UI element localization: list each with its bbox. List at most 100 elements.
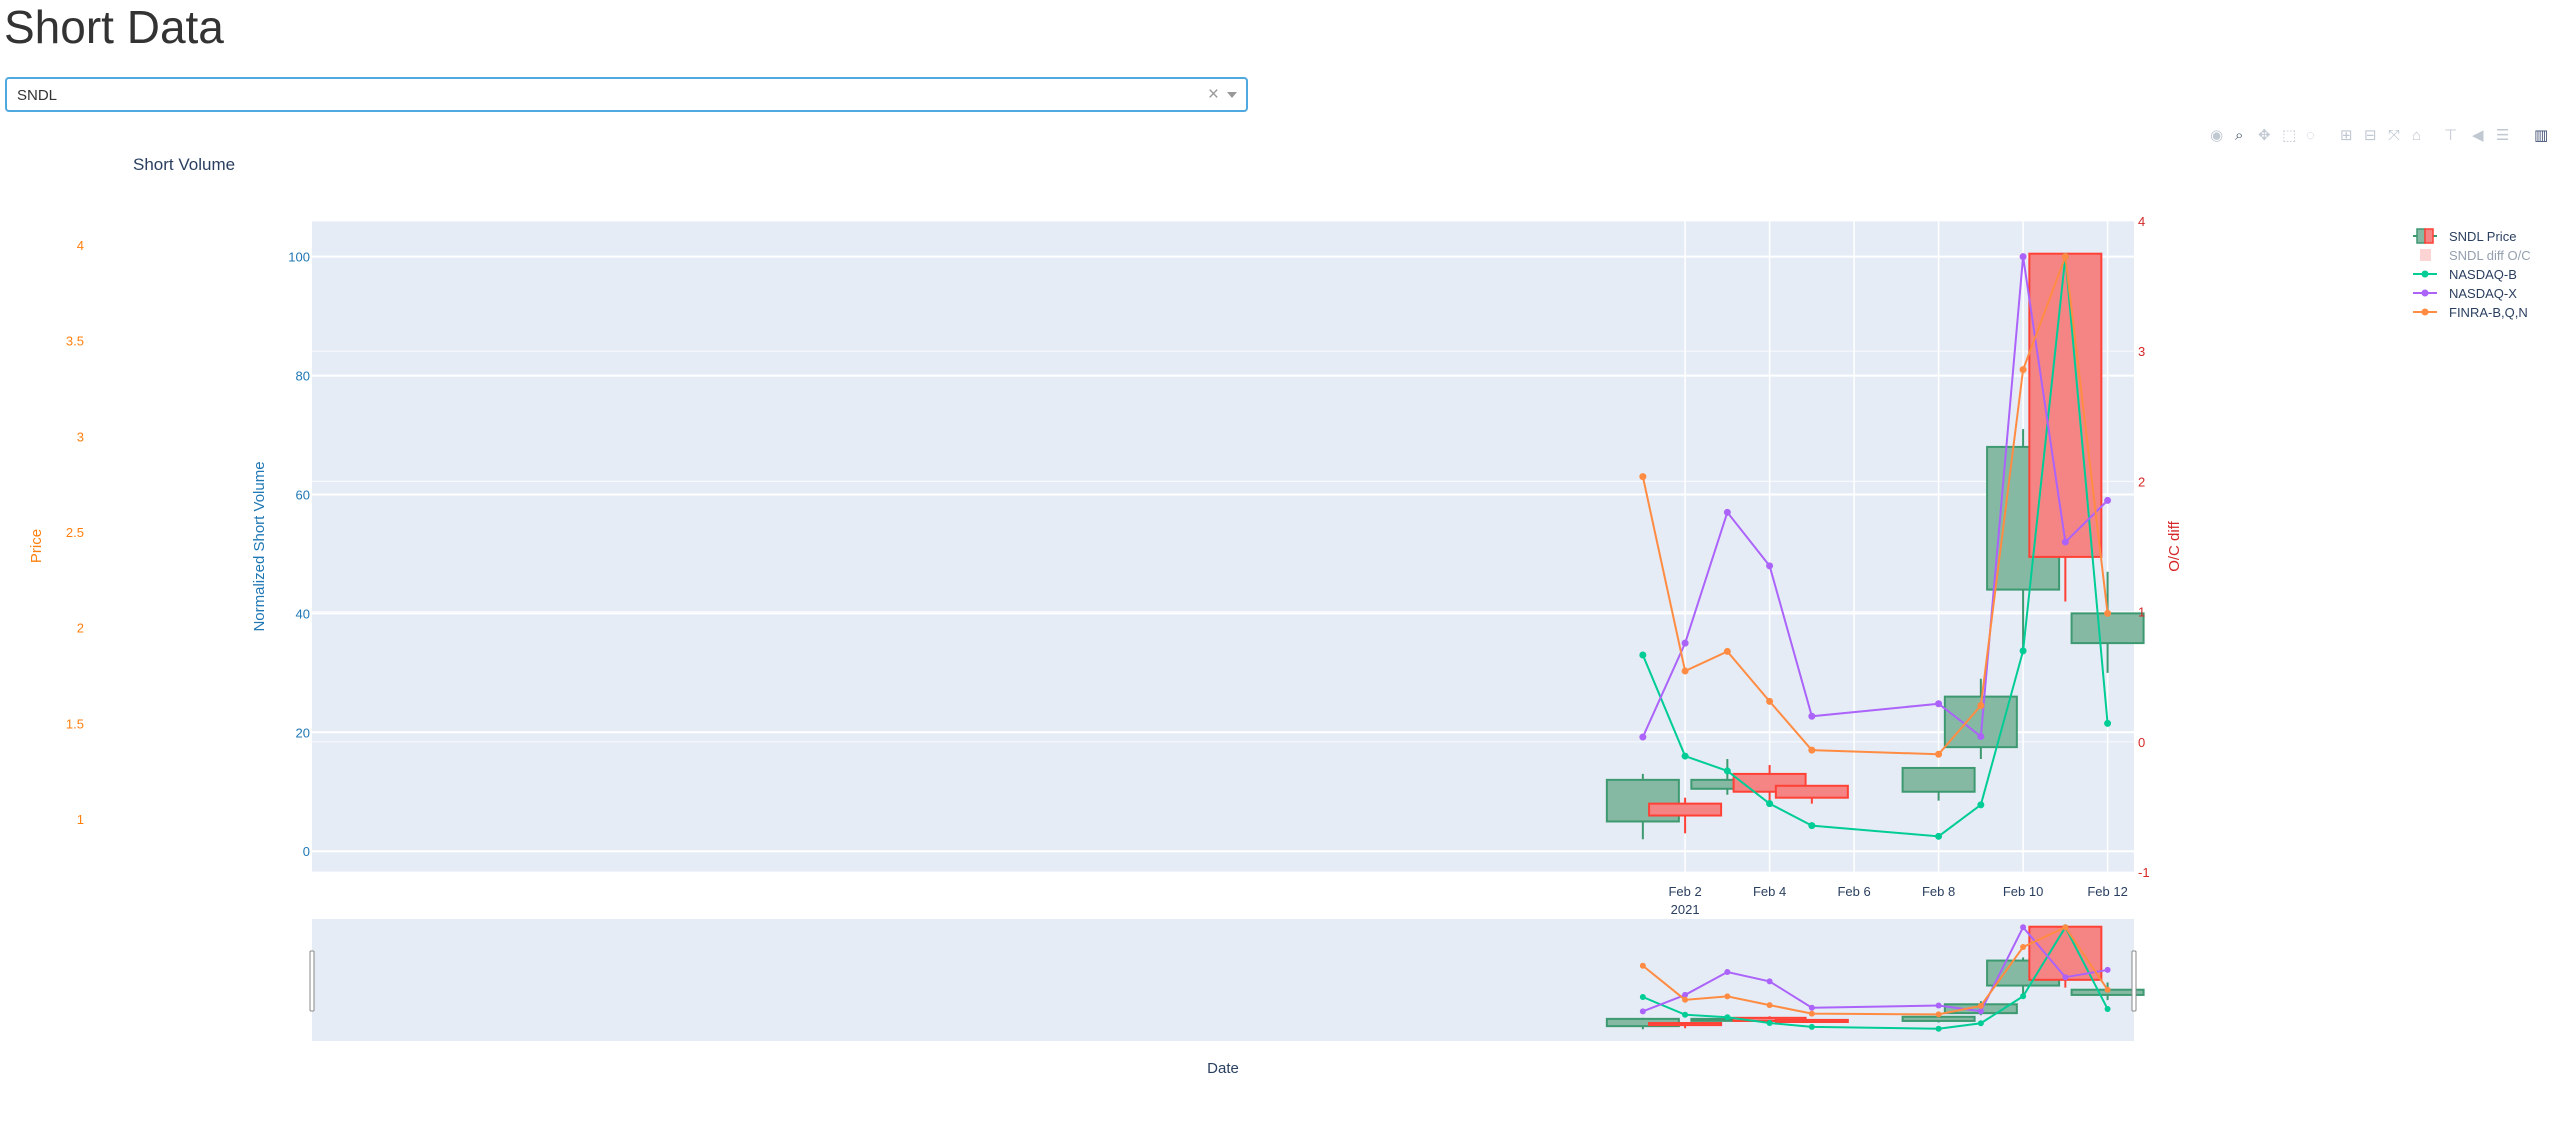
main-series-point [2104,719,2112,727]
main-series-point [1639,473,1647,481]
rangeslider-series-point [1935,1011,1942,1018]
legend-swatch-bar [2420,249,2431,261]
x-tick-label: Feb 8 [1922,884,1955,899]
oc-diff-tick-label: 1 [2138,605,2145,620]
main-series-point [1766,697,1774,705]
main-series-point [1723,647,1731,655]
sndl-price-candle [2028,252,2103,558]
pan-icon[interactable]: ✥ [2258,127,2271,144]
volume-tick-label: 20 [296,725,310,740]
legend-item[interactable]: SNDL Price [2413,228,2516,244]
price-tick-label: 3 [77,429,84,444]
price-tick-label: 2.5 [66,525,84,540]
legend-item[interactable]: SNDL diff O/C [2420,248,2531,263]
camera-icon[interactable]: ◉ [2210,127,2224,144]
main-series-point [1808,746,1816,754]
zoom-icon[interactable]: ⌕ [2235,127,2244,144]
rangeslider-candle [1901,1015,1976,1022]
autoscale-icon[interactable]: ⤧ [2388,127,2401,144]
legend-item[interactable]: FINRA-B,Q,N [2413,305,2528,320]
volume-tick-label: 100 [288,250,310,265]
legend-item[interactable]: NASDAQ-B [2413,267,2517,282]
rangeslider-series-point [2020,993,2027,1000]
plot-background [312,221,2134,872]
rangeslider-series-point [1724,993,1731,1000]
main-series-point [1808,712,1816,720]
main-series-point [1681,667,1689,675]
main-series-point [1639,651,1647,659]
rangeslider-series-point [2104,986,2111,993]
page-title: Short Data [4,1,224,53]
rangeslider-series-point [2104,966,2111,973]
volume-tick-label: 0 [303,844,310,859]
hover-closest-icon[interactable]: ◀ [2472,127,2484,144]
price-tick-label: 1 [77,812,84,827]
rangeslider-series-point [1808,1004,1815,1011]
oc-diff-tick-label: 2 [2138,474,2145,489]
lasso-select-icon[interactable]: ◌ [2306,127,2315,144]
legend-label: FINRA-B,Q,N [2449,305,2528,320]
main-series-point [1977,702,1985,710]
rangeslider-series-point [1682,991,1689,998]
oc-diff-tick-label: 3 [2138,344,2145,359]
rangeslider-series-point [1935,1002,1942,1009]
x-tick-label: Feb 6 [1837,884,1870,899]
main-series-point [2061,253,2069,261]
clear-icon[interactable]: × [1207,84,1219,105]
ticker-dropdown-value: SNDL [17,87,58,104]
zoom-out-icon[interactable]: ⊟ [2364,127,2377,144]
chevron-down-icon[interactable] [1227,92,1237,98]
oc-diff-tick-label: 0 [2138,735,2145,750]
legend-swatch-decreasing [2424,228,2434,244]
rangeslider-series-point [1682,996,1689,1003]
main-series-point [2104,496,2112,504]
ticker-dropdown[interactable]: SNDL × [5,77,1248,112]
hover-compare-icon[interactable]: ☰ [2496,127,2510,144]
rangeslider-series-point [1977,1008,1984,1015]
volume-tick-label: 60 [296,487,310,502]
rangeslider-series-point [1766,1020,1773,1027]
legend-swatch-marker [2421,289,2429,297]
main-series-line [1641,256,2109,838]
plotly-logo-icon[interactable]: ▥ [2534,127,2549,144]
main-series-point [1681,639,1689,647]
rangeslider-series-point [1766,978,1773,985]
main-series-point [2019,647,2027,655]
price-tick-label: 2 [77,621,84,636]
rangeslider-plot [1605,924,2145,1032]
legend: SNDL Price SNDL diff O/C NASDAQ-B NASDAQ-X F… [2413,228,2531,320]
main-series-point [1681,752,1689,760]
rangeslider-candle [2028,925,2103,981]
spike-lines-icon[interactable]: ⊤ [2444,127,2458,144]
main-series-point [1766,800,1774,808]
main-series-point [1935,832,1943,840]
legend-label: NASDAQ-B [2449,267,2517,282]
x-axis-title: Date [1207,1060,1239,1077]
legend-item[interactable]: NASDAQ-X [2413,286,2517,301]
box-select-icon[interactable]: ⬚ [2282,127,2297,144]
chart-modebar: ◉ ⌕ ✥ ⬚ ◌ ⊞ ⊟ ⤧ ⌂ ⊤ ◀ ☰ ▥ [2200,124,2548,148]
rangeslider-series-point [2020,944,2027,951]
main-series-point [1977,801,1985,809]
rangeslider-handle-left [309,950,315,1012]
rangeslider-series-point [2104,1005,2111,1012]
main-series-point [1639,733,1647,741]
x-tick-label: Feb 10 [2003,884,2043,899]
price-tick-label: 1.5 [66,716,84,731]
oc-diff-axis-title: O/C diff [2166,520,2183,571]
x-tick-label: Feb 4 [1753,884,1786,899]
x-tick-label: Feb 12 [2087,884,2127,899]
rangeslider-series-point [1724,1014,1731,1021]
volume-tick-label: 40 [296,606,310,621]
rangeslider-series-line [1642,925,2109,1030]
main-series-point [1723,767,1731,775]
rangeslider-series-point [1639,962,1646,969]
legend-swatch-marker [2421,270,2429,278]
zoom-in-icon[interactable]: ⊞ [2340,127,2353,144]
price-tick-label: 3.5 [66,334,84,349]
reset-axes-icon[interactable]: ⌂ [2412,127,2422,144]
rangeslider-series-point [1682,1011,1689,1018]
legend-label: SNDL Price [2449,229,2516,244]
rangeslider-series-point [1935,1025,1942,1032]
